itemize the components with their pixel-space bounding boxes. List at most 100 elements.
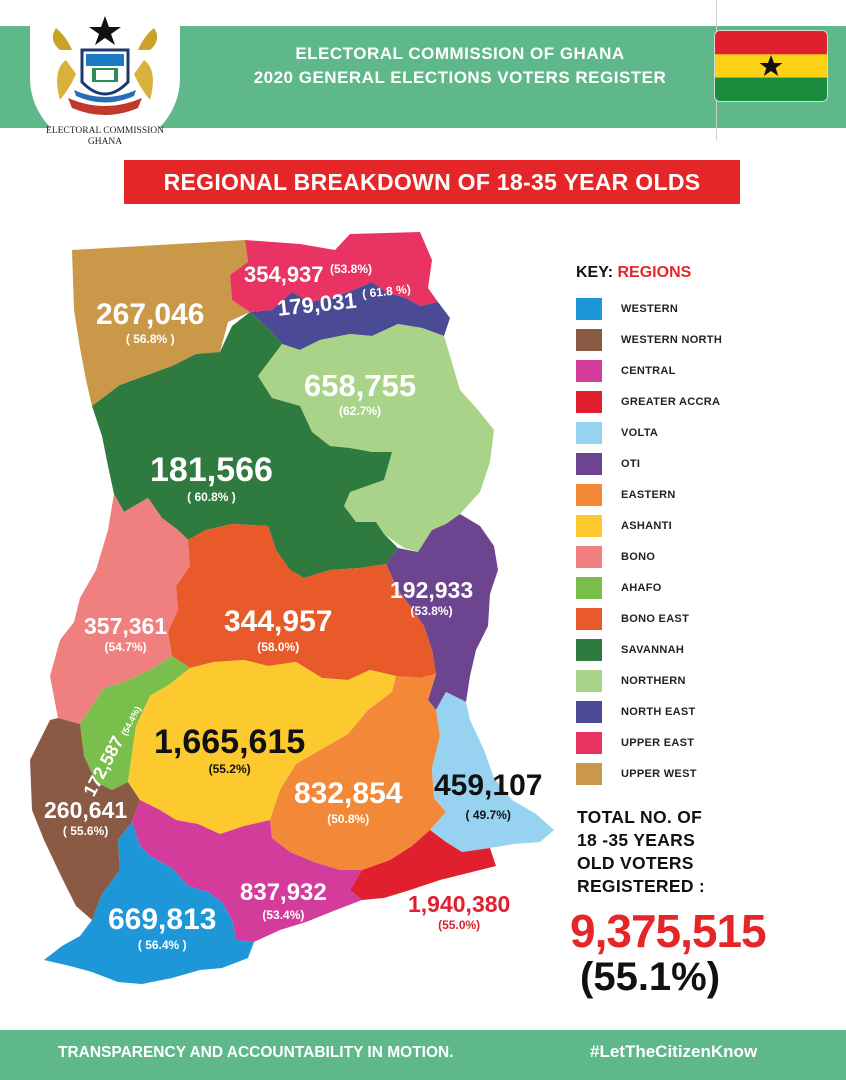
- region-western-north: [30, 718, 140, 920]
- value-upper-west: 267,046: [96, 298, 205, 331]
- region-central: [132, 800, 362, 942]
- legend-label: NORTHERN: [621, 675, 686, 687]
- legend-title-prefix: KEY:: [576, 264, 614, 281]
- label-bono-east: 344,957 (58.0%): [224, 604, 332, 654]
- pct-bono: (54.7%): [104, 640, 147, 654]
- label-western-north: 260,641 ( 55.6%): [44, 796, 127, 838]
- value-savannah: 181,566: [150, 451, 273, 489]
- pct-bono-east: (58.0%): [257, 640, 300, 654]
- legend-label: AHAFO: [621, 582, 662, 594]
- label-bono: 357,361 (54.7%): [84, 612, 167, 654]
- label-upper-west: 267,046 ( 56.8% ): [96, 298, 204, 346]
- legend-swatch: [576, 298, 602, 320]
- value-oti: 192,933: [390, 577, 474, 603]
- legend-label: CENTRAL: [621, 365, 676, 377]
- value-bono-east: 344,957: [224, 605, 333, 638]
- region-ashanti: [128, 660, 396, 834]
- legend-swatch: [576, 608, 602, 630]
- value-greater-accra: 1,940,380: [408, 891, 511, 917]
- pct-oti: (53.8%): [410, 604, 453, 618]
- logo-caption-line-2: GHANA: [87, 137, 123, 147]
- legend-swatch: [576, 515, 602, 537]
- total-label-line-4: REGISTERED :: [577, 876, 706, 896]
- legend-label: BONO EAST: [621, 613, 690, 625]
- value-volta: 459,107: [434, 769, 543, 802]
- legend-label: OTI: [621, 458, 641, 470]
- value-northern: 658,755: [304, 368, 417, 403]
- legend-title: KEY: REGIONS: [576, 264, 691, 282]
- legend-swatch: [576, 360, 602, 382]
- legend-label: UPPER EAST: [621, 737, 695, 749]
- legend-label: ASHANTI: [621, 520, 672, 532]
- total-label-line-3: OLD VOTERS: [577, 853, 694, 873]
- total-value: 9,375,515: [570, 905, 767, 957]
- legend-swatch: [576, 577, 602, 599]
- legend-label: UPPER WEST: [621, 768, 697, 780]
- value-upper-east: 354,937: [244, 262, 324, 287]
- pct-volta: ( 49.7%): [465, 808, 511, 822]
- label-upper-east: 354,937 (53.8%): [244, 262, 372, 288]
- pct-northern: (62.7%): [339, 404, 382, 418]
- page-title: ELECTORAL COMMISSION OF GHANA 2020 GENER…: [215, 42, 705, 90]
- legend-label: EASTERN: [621, 489, 676, 501]
- region-savannah: [92, 312, 398, 578]
- legend-swatch: [576, 670, 602, 692]
- pct-western: ( 56.4% ): [137, 938, 187, 952]
- label-volta: 459,107 ( 49.7%): [434, 768, 542, 822]
- pct-central: (53.4%): [262, 908, 305, 922]
- total-label-line-2: 18 -35 YEARS: [577, 830, 696, 850]
- legend-label: WESTERN: [621, 303, 679, 315]
- pct-savannah: ( 60.8% ): [187, 490, 236, 504]
- label-greater-accra: 1,940,380 (55.0%): [408, 890, 510, 932]
- header: ELECTORAL COMMISSION OF GHANA 2020 GENER…: [0, 0, 846, 148]
- legend-swatch: [576, 422, 602, 444]
- pct-eastern: (50.8%): [327, 812, 370, 826]
- region-upper-west: [72, 240, 250, 406]
- value-eastern: 832,854: [294, 777, 403, 810]
- value-western: 669,813: [108, 903, 217, 936]
- footer: TRANSPARENCY AND ACCOUNTABILITY IN MOTIO…: [0, 1030, 846, 1080]
- label-western: 669,813 ( 56.4% ): [108, 902, 216, 952]
- label-northern: 658,755 (62.7%): [304, 368, 416, 418]
- pct-upper-west: ( 56.8% ): [125, 332, 175, 346]
- total-label-line-1: TOTAL NO. OF: [577, 807, 703, 827]
- legend-swatch: [576, 546, 602, 568]
- pct-upper-east: (53.8%): [329, 262, 373, 276]
- legend-swatch: [576, 484, 602, 506]
- legend-label: BONO: [621, 551, 656, 563]
- title-line-2: 2020 GENERAL ELECTIONS VOTERS REGISTER: [253, 68, 667, 87]
- region-oti: [386, 514, 498, 710]
- label-ashanti: 1,665,615 (55.2%): [154, 722, 305, 776]
- value-ashanti: 1,665,615: [154, 723, 306, 761]
- legend-swatch: [576, 732, 602, 754]
- region-north-east: [250, 282, 450, 350]
- ghana-flag-icon: [714, 30, 828, 102]
- region-western: [44, 822, 254, 984]
- legend-label: WESTERN NORTH: [621, 334, 723, 346]
- region-volta: [430, 692, 554, 852]
- legend-title-suffix: REGIONS: [617, 264, 692, 281]
- label-eastern: 832,854 (50.8%): [294, 776, 402, 826]
- logo-caption-line-1: ELECTORAL COMMISSION: [46, 126, 164, 136]
- legend-swatch: [576, 639, 602, 661]
- footer-hashtag: #LetTheCitizenKnow: [590, 1042, 758, 1061]
- legend-swatch: [576, 701, 602, 723]
- region-greater-accra: [350, 830, 496, 900]
- logo: ELECTORAL COMMISSION GHANA: [30, 10, 180, 148]
- footer-slogan: TRANSPARENCY AND ACCOUNTABILITY IN MOTIO…: [58, 1044, 454, 1061]
- pct-greater-accra: (55.0%): [438, 918, 481, 932]
- value-central: 837,932: [240, 879, 327, 906]
- total-label: TOTAL NO. OF 18 -35 YEARS OLD VOTERS REG…: [577, 806, 747, 898]
- legend-swatch: [576, 329, 602, 351]
- region-bono: [50, 494, 190, 724]
- legend-swatch: [576, 391, 602, 413]
- legend-label: GREATER ACCRA: [621, 396, 721, 408]
- coat-of-arms-icon: [52, 16, 158, 115]
- legend-swatch: [576, 453, 602, 475]
- chart-banner: REGIONAL BREAKDOWN OF 18-35 YEAR OLDS: [124, 160, 740, 204]
- pct-western-north: ( 55.6%): [62, 824, 109, 838]
- label-savannah: 181,566 ( 60.8% ): [150, 450, 273, 504]
- label-central: 837,932 (53.4%): [240, 878, 327, 922]
- logo-caption: ELECTORAL COMMISSION GHANA: [30, 126, 180, 148]
- region-bono-east: [168, 524, 436, 680]
